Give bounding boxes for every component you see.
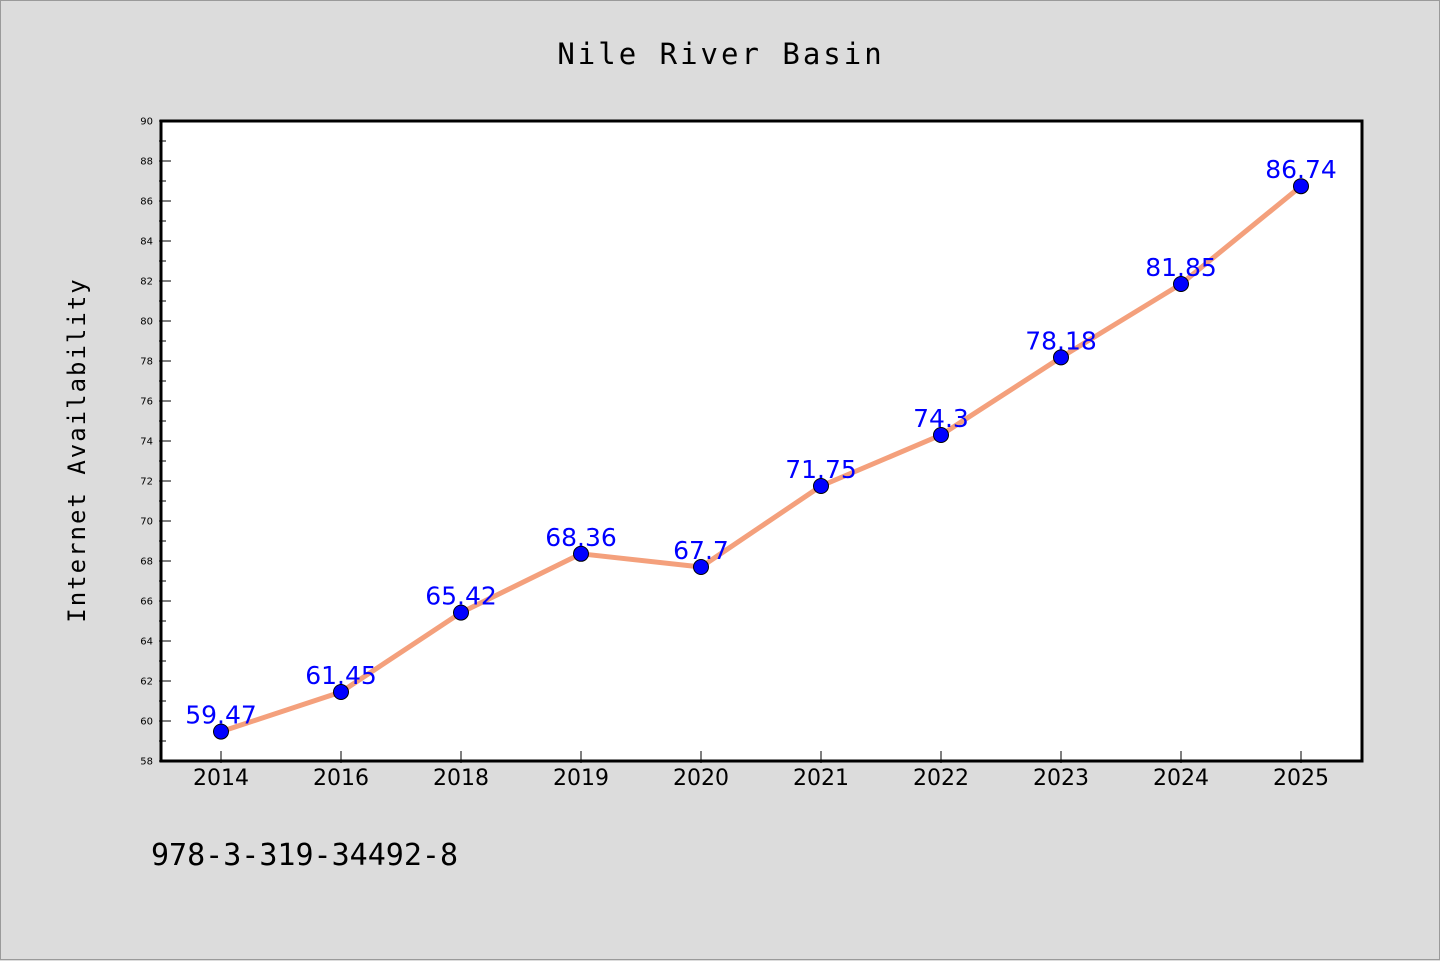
data-point [573, 545, 589, 562]
y-tick-label: 82 [140, 277, 153, 288]
data-point [213, 723, 229, 740]
y-tick-label: 78 [140, 357, 153, 368]
data-point [333, 684, 349, 700]
data-point [453, 604, 469, 621]
y-tick-label: 70 [140, 517, 153, 528]
y-tick-label: 88 [140, 157, 153, 168]
y-axis-label: Internet Availability [63, 277, 91, 622]
data-point [1173, 276, 1189, 292]
y-tick-label: 58 [140, 757, 153, 768]
y-tick-label: 84 [140, 237, 153, 248]
data-point [693, 559, 709, 575]
y-axis-ticks: 58 60 62 64 66 68 70 72 74 76 78 80 82 84 86 88 90 [140, 117, 171, 768]
y-tick-label: 80 [140, 317, 153, 328]
y-tick-label: 86 [140, 197, 153, 208]
y-tick-label: 76 [140, 397, 153, 408]
y-tick-label: 72 [140, 477, 153, 488]
y-tick-label: 68 [140, 557, 153, 568]
x-tick-label: 2018 [433, 766, 489, 791]
data-label: 59.47 [185, 701, 257, 730]
x-axis-ticks: 2014 2016 2018 2019 2020 2021 2022 2023 2024 2025 [193, 751, 1329, 791]
y-tick-label: 60 [140, 717, 153, 728]
x-tick-label: 2025 [1273, 766, 1329, 791]
y-tick-label: 66 [140, 597, 153, 608]
data-label: 74.3 [913, 404, 969, 433]
data-label: 86.74 [1265, 155, 1337, 184]
data-label: 81.85 [1145, 253, 1217, 282]
chart-title: Nile River Basin [557, 37, 884, 71]
x-tick-label: 2016 [313, 766, 369, 791]
series-group [213, 178, 1309, 740]
data-label: 61.45 [305, 661, 377, 690]
y-tick-label: 74 [140, 437, 153, 448]
x-tick-label: 2022 [913, 766, 969, 791]
series-line [218, 183, 1304, 735]
plot-area [159, 119, 1364, 763]
footer-code: 978-3-319-34492-8 [151, 838, 458, 873]
x-tick-label: 2023 [1033, 766, 1089, 791]
x-tick-label: 2024 [1153, 766, 1209, 791]
x-tick-label: 2019 [553, 766, 609, 791]
y-tick-label: 64 [140, 637, 153, 648]
y-tick-label: 62 [140, 677, 153, 688]
data-label-group: 59.47 61.45 65.42 68.36 67.7 71.75 74.3 78.18 81… [185, 155, 1337, 729]
data-point [813, 478, 829, 494]
data-label: 68.36 [545, 523, 617, 552]
data-point [1053, 349, 1069, 366]
x-tick-label: 2014 [193, 766, 249, 791]
data-label: 67.7 [673, 536, 729, 565]
data-point [933, 427, 949, 443]
data-label: 71.75 [785, 455, 857, 484]
y-tick-label: 90 [140, 117, 153, 128]
data-point [1293, 178, 1309, 195]
data-label: 65.42 [425, 582, 497, 611]
x-tick-label: 2020 [673, 766, 729, 791]
data-label: 78.18 [1025, 326, 1097, 355]
x-tick-label: 2021 [793, 766, 849, 791]
